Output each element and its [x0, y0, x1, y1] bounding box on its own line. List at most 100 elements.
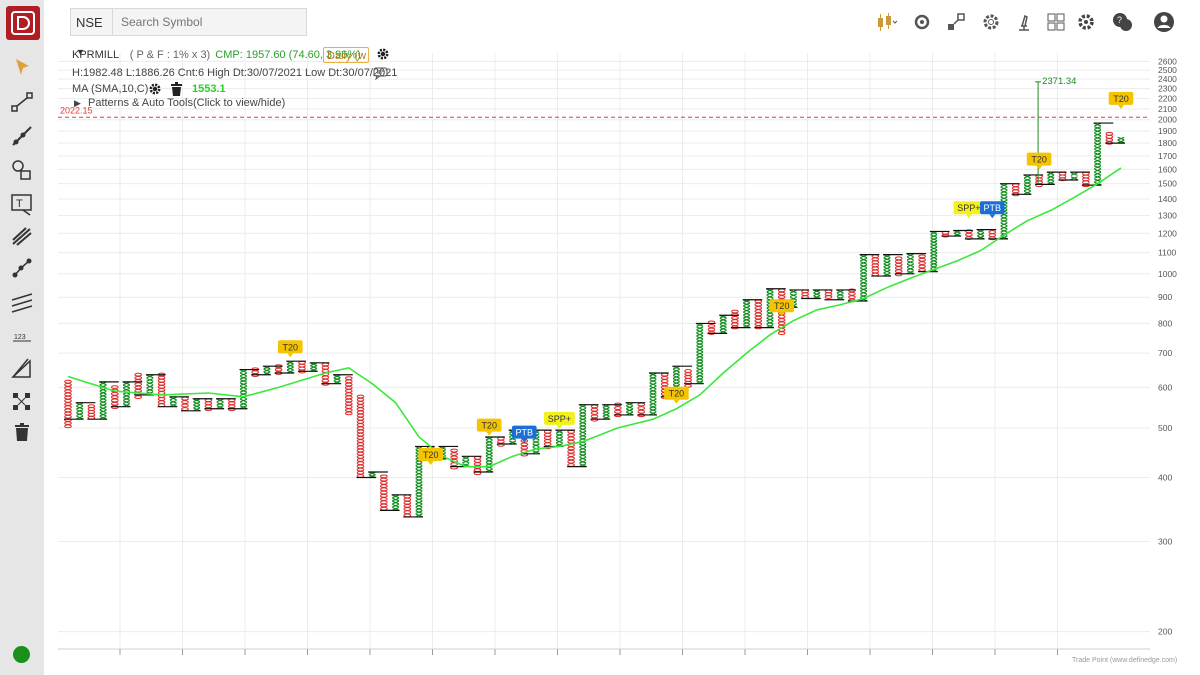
x-column[interactable]: [239, 369, 248, 409]
o-column[interactable]: [111, 385, 119, 409]
layout-icon[interactable]: [1044, 10, 1068, 34]
pattern-tag[interactable]: PTB: [512, 425, 537, 443]
x-column[interactable]: [883, 254, 891, 277]
candle-icon[interactable]: [870, 10, 906, 34]
o-column[interactable]: [754, 299, 763, 330]
pitchfork-icon[interactable]: [8, 222, 36, 250]
o-column[interactable]: [731, 309, 739, 330]
exchange-select[interactable]: NSE ▼: [70, 8, 114, 57]
o-column[interactable]: [356, 394, 365, 478]
scan-icon[interactable]: [1012, 10, 1036, 34]
shape-tool-icon[interactable]: [8, 156, 36, 184]
o-column[interactable]: [87, 404, 96, 420]
x-column[interactable]: [333, 374, 341, 385]
x-column[interactable]: [1047, 171, 1055, 185]
o-column[interactable]: [380, 474, 388, 511]
chat-icon[interactable]: ?: [1110, 10, 1134, 34]
o-column[interactable]: [345, 376, 353, 416]
o-column[interactable]: [918, 254, 926, 272]
app-logo[interactable]: [6, 6, 40, 40]
o-column[interactable]: [64, 379, 72, 429]
chart-settings-icon[interactable]: [376, 47, 390, 61]
ma-delete-icon[interactable]: [170, 82, 183, 96]
text-tool-icon[interactable]: T: [8, 190, 36, 218]
x-column[interactable]: [719, 314, 727, 334]
x-column[interactable]: [263, 365, 271, 376]
x-column[interactable]: [368, 471, 376, 478]
o-column[interactable]: [965, 229, 973, 241]
x-column[interactable]: [310, 362, 318, 372]
x-column[interactable]: [146, 374, 154, 396]
pattern-tag[interactable]: SPP+: [953, 201, 985, 219]
o-column[interactable]: [988, 230, 997, 241]
x-column[interactable]: [216, 398, 224, 409]
o-column[interactable]: [871, 254, 880, 277]
x-column[interactable]: [977, 229, 985, 240]
symbol-search-input[interactable]: [112, 8, 307, 36]
chart-area[interactable]: 2600 2500 2400 2300 2200 2100 2000 1900 1800 1700…: [44, 45, 1200, 675]
x-column[interactable]: [930, 231, 938, 272]
x-column[interactable]: [743, 299, 751, 328]
x-column[interactable]: [122, 381, 131, 407]
pattern-tag[interactable]: T20: [476, 418, 502, 436]
x-column[interactable]: [906, 253, 914, 274]
compare-icon[interactable]: [910, 10, 934, 34]
x-column[interactable]: [579, 404, 587, 467]
pattern-tag[interactable]: PTB: [980, 201, 1005, 219]
x-column[interactable]: [1117, 136, 1125, 144]
o-column[interactable]: [1105, 131, 1114, 145]
x-column[interactable]: [649, 372, 657, 416]
pattern-tag[interactable]: T20: [1108, 91, 1134, 109]
x-column[interactable]: [836, 289, 844, 300]
x-column[interactable]: [696, 323, 704, 384]
comment-icon[interactable]: [373, 67, 388, 80]
o-column[interactable]: [684, 369, 692, 388]
o-column[interactable]: [848, 288, 856, 303]
channel-tool-icon[interactable]: [8, 288, 36, 316]
o-column[interactable]: [157, 372, 166, 408]
ma-line[interactable]: [67, 167, 1122, 468]
x-column[interactable]: [392, 494, 400, 511]
o-column[interactable]: [567, 429, 575, 467]
line-tool-icon[interactable]: [8, 88, 36, 116]
o-column[interactable]: [894, 256, 903, 277]
x-column[interactable]: [555, 429, 563, 447]
x-column[interactable]: [415, 446, 423, 518]
pattern-tag[interactable]: T20: [664, 386, 689, 404]
x-column[interactable]: [1070, 172, 1078, 180]
o-column[interactable]: [403, 494, 412, 518]
measure-icon[interactable]: 123: [8, 322, 36, 350]
o-column[interactable]: [1082, 171, 1090, 188]
user-icon[interactable]: [1152, 10, 1176, 34]
fib-tool-icon[interactable]: [8, 354, 36, 382]
x-column[interactable]: [76, 402, 84, 420]
x-column[interactable]: [1023, 174, 1031, 195]
path-tool-icon[interactable]: [8, 254, 36, 282]
pattern-tag[interactable]: T20: [1026, 152, 1052, 170]
x-column[interactable]: [602, 404, 610, 420]
x-column[interactable]: [626, 402, 634, 416]
x-column[interactable]: [193, 398, 201, 412]
pattern-tag[interactable]: T20: [769, 299, 794, 317]
magnet-icon[interactable]: [8, 388, 36, 416]
x-column[interactable]: [169, 396, 177, 407]
x-column[interactable]: [1094, 122, 1102, 186]
pattern-tag[interactable]: T20: [418, 448, 443, 466]
settings-gear-icon[interactable]: [979, 10, 1003, 34]
x-column[interactable]: [860, 254, 868, 302]
x-column[interactable]: [462, 456, 470, 467]
ma-settings-icon[interactable]: [148, 82, 162, 96]
ray-tool-icon[interactable]: [8, 122, 36, 150]
o-column[interactable]: [497, 436, 505, 447]
o-column[interactable]: [1035, 174, 1043, 188]
o-column[interactable]: [450, 448, 458, 470]
pattern-tag[interactable]: T20: [278, 340, 303, 358]
gear-icon[interactable]: [1074, 10, 1098, 34]
pattern-tag[interactable]: SPP+: [544, 411, 575, 429]
o-column[interactable]: [707, 320, 716, 335]
trash-icon[interactable]: [8, 418, 36, 446]
expand-icon[interactable]: [944, 10, 968, 34]
patterns-toggle[interactable]: ▶ Patterns & Auto Tools(Click to view/hi…: [74, 97, 285, 109]
x-column[interactable]: [286, 360, 294, 374]
